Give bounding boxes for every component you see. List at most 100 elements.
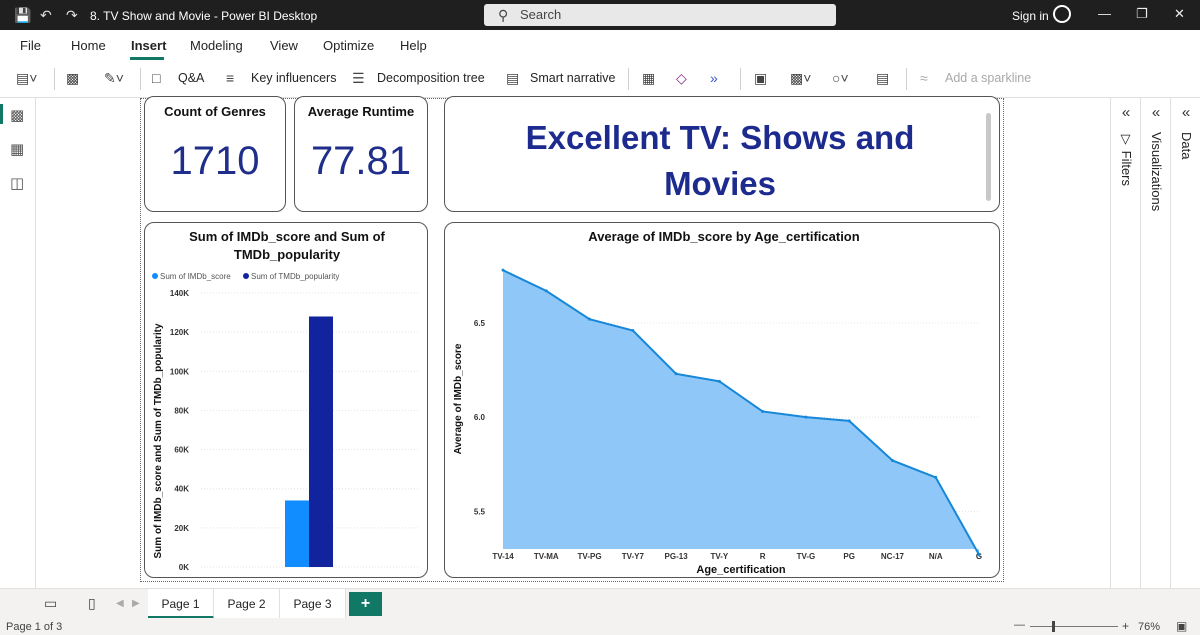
menu-view[interactable]: View (270, 38, 298, 53)
visualizations-pane[interactable]: « Visualizations (1141, 98, 1171, 588)
zoom-in-button[interactable]: + (1122, 619, 1130, 633)
smart-narrative-button[interactable]: Smart narrative (530, 71, 616, 85)
data-point-r[interactable] (761, 409, 765, 413)
data-point-tv-y[interactable] (717, 379, 721, 383)
bar-chart-visual[interactable]: Sum of IMDb_score and Sum of TMDb_popula… (144, 222, 428, 578)
zoom-slider[interactable] (1030, 626, 1118, 627)
bar-tmdb-popularity[interactable] (309, 316, 333, 567)
series-line[interactable] (502, 269, 980, 556)
search-box[interactable]: ⚲ Search (484, 4, 836, 26)
table-view-icon[interactable]: ▦ (10, 141, 25, 158)
menu-insert[interactable]: Insert (131, 38, 167, 53)
report-title-line2: Movies (664, 165, 776, 202)
data-point-tv-g[interactable] (804, 415, 808, 419)
area-fill[interactable] (503, 270, 979, 555)
legend-label-tmdb[interactable]: Sum of TMDb_popularity (251, 272, 339, 281)
sparkline-icon: ≈ (920, 70, 928, 86)
new-page-icon[interactable]: ▤˅ (16, 70, 38, 86)
power-automate-icon[interactable]: » (710, 70, 718, 86)
data-point-g[interactable] (977, 553, 981, 557)
y-tick-label: 0K (179, 563, 189, 572)
data-pane[interactable]: « Data (1171, 98, 1200, 588)
avatar-icon[interactable] (1053, 5, 1071, 23)
more-visuals-icon[interactable]: ✎˅ (104, 70, 124, 86)
search-icon: ⚲ (498, 7, 509, 23)
page-info: Page 1 of 3 (6, 621, 63, 633)
power-apps-icon[interactable]: ◇ (676, 70, 687, 86)
chart-title-line2: TMDb_popularity (234, 247, 341, 262)
data-point-nc-17[interactable] (890, 458, 894, 462)
add-page-button[interactable]: + (349, 592, 382, 616)
desktop-layout-icon[interactable]: ▭ (44, 595, 58, 611)
card-label: Average Runtime (307, 104, 415, 119)
report-title-box[interactable]: Excellent TV: Shows and Movies (444, 96, 1000, 212)
restore-icon[interactable]: ❐ (1136, 6, 1148, 21)
fit-to-page-icon[interactable]: ▣ (1176, 619, 1188, 633)
sign-in-link[interactable]: Sign in (1012, 9, 1049, 23)
card-average-runtime[interactable]: Average Runtime 77.81 (294, 96, 428, 212)
undo-icon[interactable]: ↶ (40, 7, 52, 23)
new-visual-icon[interactable]: ▩ (66, 70, 80, 86)
menu-optimize[interactable]: Optimize (323, 38, 375, 53)
zoom-out-button[interactable]: — (1014, 619, 1025, 631)
legend-label-imdb[interactable]: Sum of IMDb_score (160, 272, 231, 281)
menu-home[interactable]: Home (71, 38, 106, 53)
collapse-data-icon[interactable]: « (1181, 104, 1191, 121)
y-axis-label: Average of IMDb_score (453, 343, 464, 454)
add-sparkline-button: Add a sparkline (945, 71, 1032, 85)
data-point-tv-y7[interactable] (631, 328, 635, 332)
data-point-pg-13[interactable] (674, 372, 678, 376)
x-tick-label: G (976, 552, 982, 561)
qa-button[interactable]: Q&A (178, 71, 205, 85)
menu-file[interactable]: File (20, 38, 41, 53)
menu-bar: File Home Insert Modeling View Optimize … (0, 30, 1200, 60)
key-influencers-button[interactable]: Key influencers (251, 71, 337, 85)
data-point-n-a[interactable] (934, 475, 938, 479)
page-tab-2[interactable]: Page 2 (214, 589, 280, 619)
x-tick-label: PG (843, 552, 855, 561)
redo-icon[interactable]: ↷ (66, 7, 78, 23)
collapse-visualizations-icon[interactable]: « (1151, 104, 1161, 121)
data-point-tv-pg[interactable] (588, 317, 592, 321)
x-tick-label: N/A (929, 552, 943, 561)
zoom-level[interactable]: 76% (1138, 621, 1161, 633)
report-view-icon[interactable]: ▩ (10, 107, 25, 124)
decomposition-tree-button[interactable]: Decomposition tree (377, 71, 485, 85)
menu-help[interactable]: Help (400, 38, 427, 53)
menu-modeling[interactable]: Modeling (190, 38, 243, 53)
close-icon[interactable]: ✕ (1174, 6, 1185, 21)
shapes-icon[interactable]: ○˅ (832, 70, 849, 86)
right-panes: « ▽ Filters « Visualizations « Data (1110, 98, 1200, 588)
buttons-icon[interactable]: ▩˅ (790, 70, 812, 86)
page-tab-3[interactable]: Page 3 (280, 589, 346, 619)
page-tab-1[interactable]: Page 1 (148, 589, 214, 619)
key-influencers-icon: ≡ (226, 70, 235, 86)
y-tick-label: 6.0 (474, 413, 486, 422)
zoom-slider-thumb[interactable] (1052, 621, 1055, 632)
y-tick-label: 6.5 (474, 319, 486, 328)
data-label: Data (1179, 132, 1194, 160)
smart-narrative-icon: ▤ (506, 70, 520, 86)
data-point-pg[interactable] (847, 419, 851, 423)
data-point-tv-14[interactable] (501, 268, 505, 272)
mobile-layout-icon[interactable]: ▯ (88, 595, 96, 611)
y-tick-label: 100K (170, 367, 189, 376)
x-tick-label: TV-MA (534, 552, 559, 561)
card-count-of-genres[interactable]: Count of Genres 1710 (144, 96, 286, 212)
scroll-right-icon[interactable]: ▶ (132, 598, 140, 609)
save-icon[interactable]: 💾 (14, 7, 32, 23)
scrollbar[interactable] (986, 113, 991, 201)
model-view-icon[interactable]: ◫ (10, 175, 25, 192)
filters-pane[interactable]: « ▽ Filters (1111, 98, 1141, 588)
image-icon[interactable]: ▤ (876, 70, 890, 86)
bar-imdb-score[interactable] (285, 500, 309, 567)
area-chart-visual[interactable]: Average of IMDb_score by Age_certificati… (444, 222, 1000, 578)
collapse-filters-icon[interactable]: « (1121, 104, 1131, 121)
minimize-icon[interactable]: — (1098, 6, 1111, 21)
data-point-tv-ma[interactable] (544, 289, 548, 293)
card-label: Count of Genres (164, 104, 266, 119)
title-bar: 💾 ↶ ↷ 8. TV Show and Movie - Power BI De… (0, 0, 1200, 30)
scroll-left-icon[interactable]: ◀ (116, 598, 124, 609)
text-box-icon[interactable]: ▣ (754, 70, 768, 86)
paginated-report-icon[interactable]: ▦ (642, 70, 656, 86)
